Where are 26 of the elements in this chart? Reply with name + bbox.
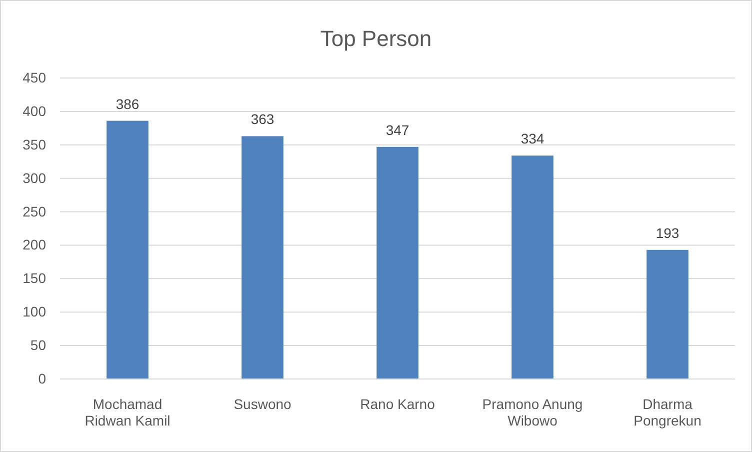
- y-tick-label: 350: [22, 136, 46, 152]
- bar: [512, 156, 554, 379]
- bar: [646, 250, 688, 379]
- y-tick-label: 100: [22, 304, 46, 320]
- bar: [106, 120, 148, 379]
- bar: [376, 146, 418, 379]
- data-label: 347: [386, 122, 410, 138]
- y-tick-label: 150: [22, 270, 46, 286]
- y-tick-label: 450: [22, 69, 46, 86]
- data-label: 334: [520, 130, 544, 147]
- y-tick-label: 400: [22, 102, 46, 119]
- y-tick-label: 0: [38, 370, 46, 386]
- y-tick-label: 250: [22, 203, 46, 220]
- y-tick-label: 300: [22, 170, 46, 186]
- data-label: 193: [656, 224, 680, 241]
- data-label: 386: [116, 96, 140, 112]
- chart-title: Top Person: [320, 26, 432, 51]
- bar: [242, 136, 284, 379]
- y-tick-label: 50: [30, 337, 46, 354]
- x-tick-label: Mochamad Ridwan Kamil: [84, 396, 170, 429]
- x-tick-label: Rano Karno: [360, 396, 436, 412]
- x-tick-label: Dharma Pongrekun: [634, 396, 702, 429]
- x-tick-label: Pramono Anung Wibowo: [482, 396, 583, 429]
- data-label: 363: [250, 111, 274, 128]
- y-tick-label: 200: [22, 236, 46, 253]
- x-tick-label: Suswono: [234, 396, 292, 412]
